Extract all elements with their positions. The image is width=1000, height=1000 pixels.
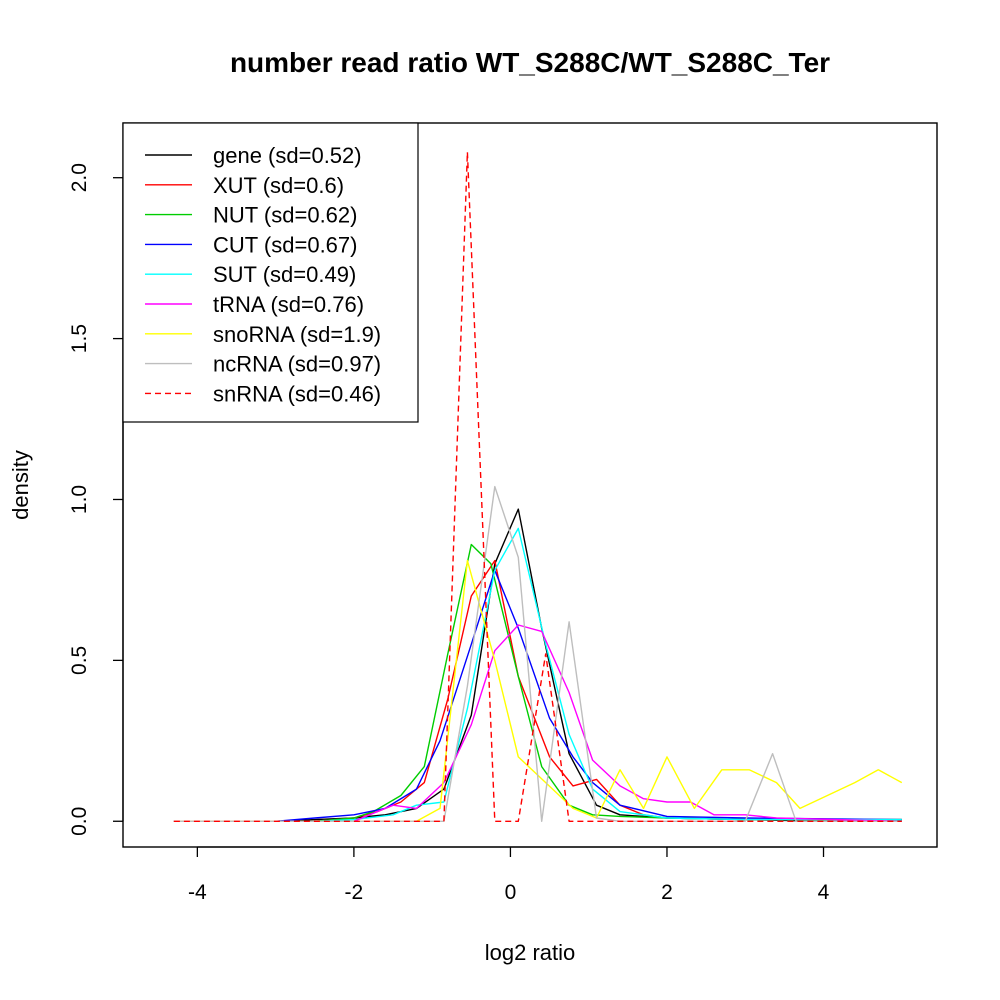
x-tick-label: -4	[188, 881, 207, 904]
series-line	[173, 543, 902, 822]
x-tick-label: 2	[661, 881, 673, 904]
legend-items: gene (sd=0.52) XUT (sd=0.6) NUT (sd=0.62) C…	[145, 143, 381, 406]
y-tick-label: 0.5	[68, 646, 91, 675]
x-tick-label: 4	[818, 881, 830, 904]
legend-label: NUT (sd=0.62)	[213, 203, 357, 228]
y-tick-label: 0.0	[68, 807, 91, 836]
series-line	[173, 485, 902, 822]
legend-label: CUT (sd=0.67)	[213, 232, 357, 257]
legend-label: snRNA (sd=0.46)	[213, 381, 381, 406]
legend-label: snoRNA (sd=1.9)	[213, 322, 381, 347]
x-axis-label: log2 ratio	[485, 940, 576, 965]
legend-label: XUT (sd=0.6)	[213, 173, 344, 198]
legend-label: gene (sd=0.52)	[213, 143, 362, 168]
y-tick-label: 2.0	[68, 163, 91, 192]
legend-label: tRNA (sd=0.76)	[213, 292, 364, 317]
legend-label: ncRNA (sd=0.97)	[213, 352, 381, 377]
y-tick-label: 1.0	[68, 485, 91, 514]
x-tick-label: -2	[345, 881, 364, 904]
y-axis: 0.0 0.5 1.0 1.5 2.0	[68, 163, 124, 836]
chart-title: number read ratio WT_S288C/WT_S288C_Ter	[230, 47, 830, 78]
x-axis: -4 -2 0 2 4	[188, 846, 830, 904]
series-line	[173, 569, 902, 822]
series-line	[173, 527, 902, 822]
y-tick-label: 1.5	[68, 324, 91, 353]
series-line	[173, 624, 902, 822]
series-layer	[173, 151, 903, 822]
legend-label: SUT (sd=0.49)	[213, 262, 356, 287]
series-line	[173, 559, 903, 822]
legend: gene (sd=0.52) XUT (sd=0.6) NUT (sd=0.62) C…	[122, 122, 419, 423]
y-axis-label: density	[8, 450, 33, 520]
series-line	[173, 151, 902, 822]
x-tick-label: 0	[505, 881, 517, 904]
legend-box	[122, 122, 419, 423]
